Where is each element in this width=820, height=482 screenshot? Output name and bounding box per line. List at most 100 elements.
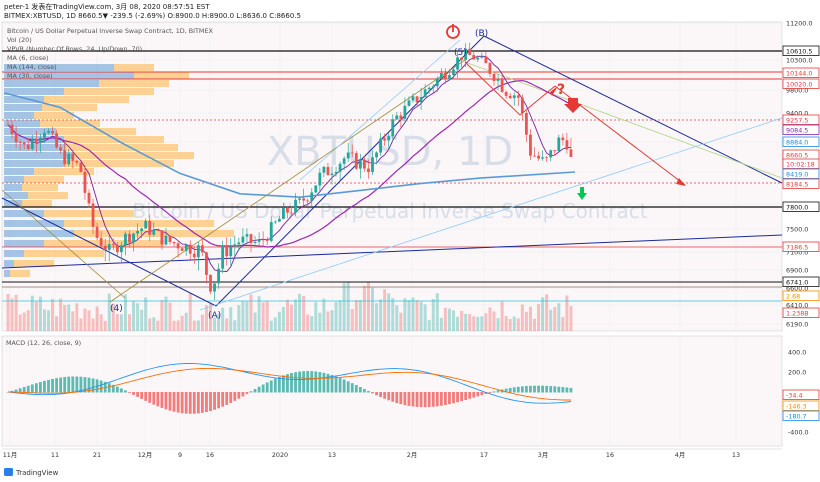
candle-body (132, 233, 135, 243)
macd-axis[interactable]: 400.0200.00.0-200.0-400.0-34.4-146.3-180… (782, 349, 820, 437)
macd-histogram-bar (298, 371, 301, 393)
macd-histogram-bar (484, 392, 488, 395)
vp-up-bar (4, 152, 74, 159)
trend-line (109, 59, 466, 303)
price-tag-label: 9084.5 (786, 126, 808, 134)
volume-bar (322, 298, 326, 331)
volume-bar (334, 302, 338, 331)
macd-histogram-bar (516, 386, 520, 393)
macd-histogram-bar (261, 384, 265, 393)
macd-histogram-bar (83, 377, 87, 393)
macd-histogram-bar (492, 391, 496, 393)
macd-histogram-bar (561, 387, 565, 393)
price-tag-label: 10:02:18 (786, 160, 815, 168)
vp-down-bar (114, 64, 154, 71)
trend-line (215, 35, 485, 307)
vp-down-bar (40, 120, 100, 127)
candle-body (14, 133, 18, 143)
time-tick-label: 3月 (538, 451, 548, 459)
macd-histogram-bar (233, 392, 237, 401)
macd-line (7, 363, 572, 404)
down-arrowhead (676, 178, 686, 186)
header-line2: BITMEX:XBTUSD, 1D 8660.5▼ -239.5 (-2.69%… (4, 12, 301, 20)
macd-histogram-bar (565, 387, 569, 393)
price-axis[interactable]: 11200.010300.09800.09400.08900.08420.079… (782, 20, 820, 329)
volume-bar (277, 311, 281, 331)
vp-down-bar (24, 176, 64, 183)
candle-body (196, 245, 200, 258)
macd-histogram-bar (318, 372, 322, 393)
macd-histogram-bar (302, 371, 306, 393)
price-tag-box (782, 114, 820, 125)
candle-body (387, 136, 391, 141)
volume-bar (115, 314, 119, 331)
macd-histogram-bar (399, 392, 403, 405)
candle-body (557, 137, 561, 152)
macd-histogram-bar (537, 385, 540, 393)
macd-histogram-bar (265, 382, 269, 393)
candle-body (533, 155, 536, 157)
volume-bar (520, 304, 524, 331)
volume-bar (99, 314, 103, 331)
candle-body (322, 166, 326, 173)
volume-bar (103, 320, 107, 331)
macd-histogram-bar (525, 386, 528, 393)
time-axis[interactable]: 11月 11 21 12月 9 16 2020 13 2月 17 3月 16 4月 13 (2, 448, 782, 459)
candle-body (241, 236, 245, 243)
candle-body (504, 91, 508, 96)
volume-bar (423, 304, 427, 331)
macd-histogram-bar (277, 376, 281, 393)
macd-histogram-bar (213, 392, 216, 410)
candle-body (120, 245, 123, 253)
macd-histogram-bar (415, 392, 419, 407)
candle-body (476, 57, 480, 60)
vp-up-bar (4, 168, 34, 175)
volume-bar (83, 308, 87, 331)
macd-histogram-bar (128, 392, 131, 393)
time-tick-label: 4月 (675, 451, 685, 459)
vp-up-bar (4, 176, 24, 183)
macd-histogram-bar (350, 383, 354, 393)
down-arrow-icon (564, 98, 582, 113)
vp-up-bar (4, 80, 99, 87)
vp-down-bar (42, 104, 97, 111)
candle-body (529, 134, 532, 156)
volume-bar (237, 305, 241, 331)
annotations: ? (446, 24, 686, 200)
volume-bars (6, 281, 573, 331)
macd-histogram-bar (156, 392, 160, 407)
price-tick-label: 6410.0 (786, 302, 808, 310)
brand-text: TradingView (15, 469, 59, 477)
price-tag-box (782, 67, 820, 78)
vp-down-bar (64, 136, 164, 143)
macd-histogram-bar (144, 392, 148, 401)
volume-bar (144, 297, 148, 331)
volume-bar (269, 320, 273, 331)
candle-body (249, 234, 253, 243)
vp-up-bar (4, 260, 14, 267)
volume-bar (326, 311, 330, 331)
volume-bar (180, 315, 184, 331)
price-tag-box (782, 307, 820, 318)
candle-body (172, 242, 176, 244)
candle-body (415, 96, 419, 103)
volume-bar (561, 316, 565, 331)
candle-body (363, 159, 366, 169)
macd-pane[interactable] (1, 335, 783, 447)
volume-bar (119, 314, 123, 331)
price-tag-label: 1.238B (786, 309, 809, 317)
price-tick-label: 7500.0 (786, 226, 808, 234)
macd-histogram-bar (229, 392, 233, 403)
macd-histogram-bar (99, 380, 103, 393)
candle-body (148, 220, 152, 235)
macd-histogram-bar (91, 378, 95, 393)
candle-body (525, 112, 528, 135)
volume-bar (318, 312, 322, 331)
macd-tag-label: -34.4 (786, 391, 803, 399)
candle-body (371, 157, 374, 172)
candle-body (350, 152, 354, 154)
volume-bar (553, 306, 557, 331)
candle-body (265, 240, 269, 242)
macd-histogram-bar (176, 392, 180, 413)
